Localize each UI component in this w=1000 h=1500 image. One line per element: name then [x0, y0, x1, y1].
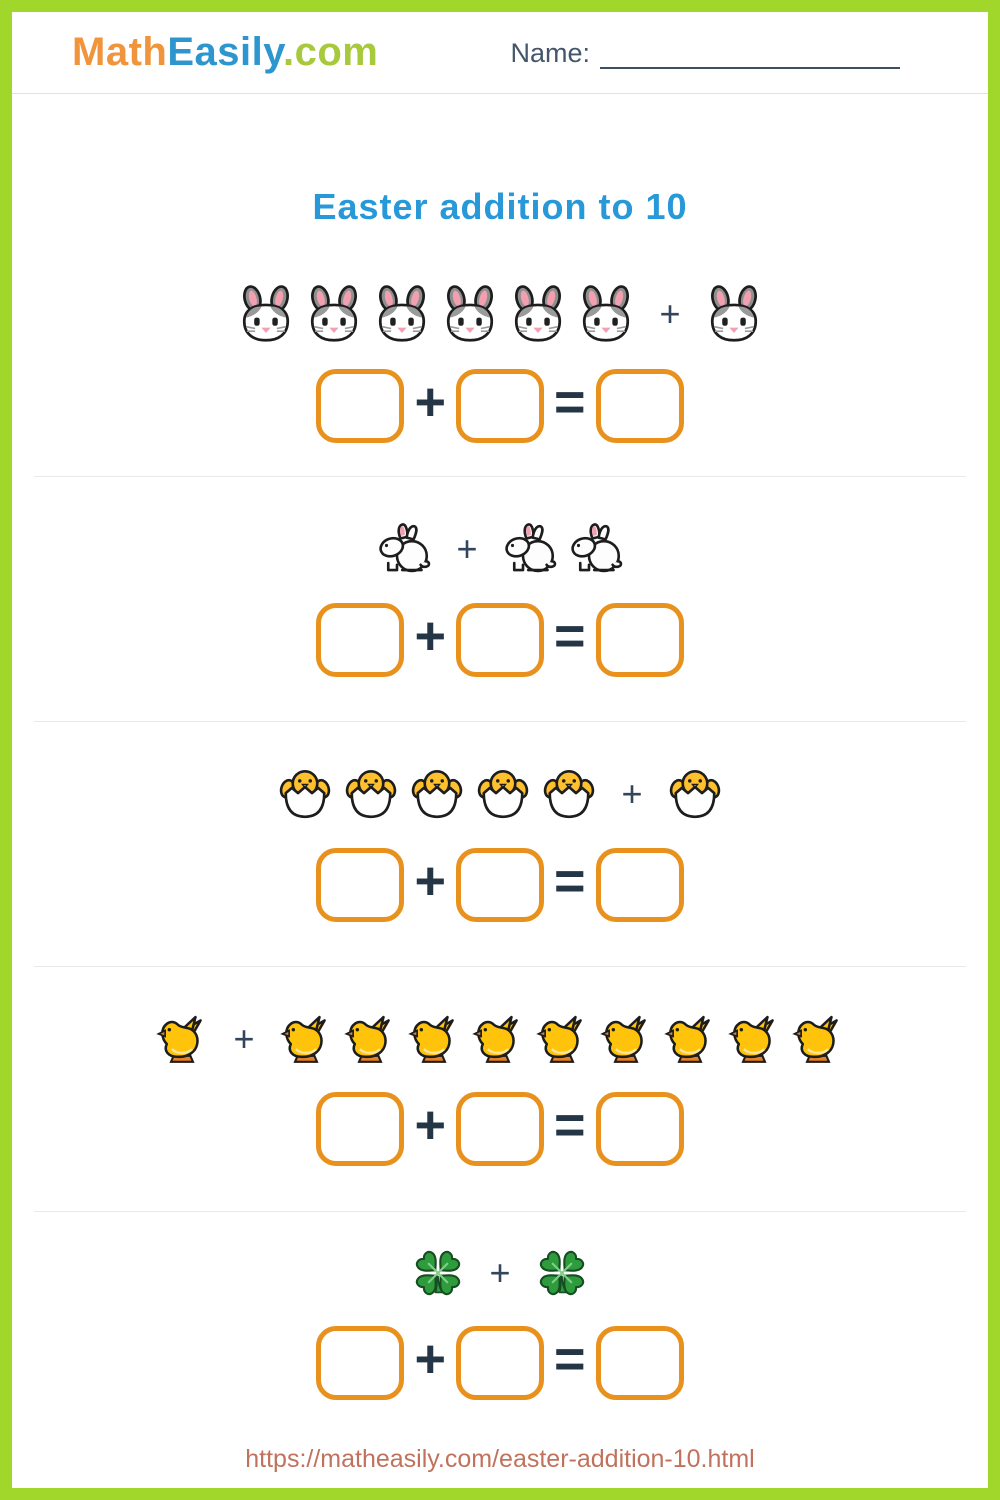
answer-box-addend2[interactable] [456, 1092, 544, 1166]
clover-icon [535, 1246, 589, 1300]
page-title: Easter addition to 10 [312, 186, 688, 227]
baby-chick-icon [663, 1012, 717, 1066]
plus-sign: + [621, 773, 643, 814]
problems: + + = + + = + [12, 252, 988, 1434]
rabbit-face-icon [237, 285, 295, 343]
problem-2: + + = [34, 477, 966, 722]
baby-chick-icon [279, 1012, 333, 1066]
answer-box-addend2[interactable] [456, 603, 544, 677]
answer-box-sum[interactable] [595, 369, 684, 443]
equation-line: + = [316, 369, 684, 443]
problem-4: + + = [34, 967, 966, 1212]
answer-box-sum[interactable] [595, 1326, 684, 1400]
equals-operator: = [554, 851, 586, 911]
hatching-chick-icon [667, 766, 723, 822]
answer-box-sum[interactable] [595, 1092, 684, 1166]
plus-sign: + [659, 293, 681, 334]
emoji-group-left [155, 1012, 209, 1066]
equals-operator: = [554, 1095, 586, 1155]
problem-5: + + = [34, 1212, 966, 1434]
plus-operator: + [414, 372, 446, 432]
emoji-line: + [411, 1246, 588, 1300]
rabbit-face-icon [441, 285, 499, 343]
baby-chick-icon [155, 1012, 209, 1066]
answer-box-sum[interactable] [595, 603, 684, 677]
plus-operator: + [414, 851, 446, 911]
plus-sign: + [489, 1252, 511, 1293]
equation-line: + = [316, 603, 684, 677]
answer-box-addend2[interactable] [456, 369, 544, 443]
rabbit-face-icon [577, 285, 635, 343]
hatching-chick-icon [277, 766, 333, 822]
emoji-line: + [277, 766, 722, 822]
emoji-line: + [155, 1012, 844, 1066]
title-row: Easter addition to 10 [12, 94, 988, 252]
answer-box-addend1[interactable] [316, 369, 405, 443]
emoji-group-left [237, 285, 635, 343]
name-label: Name: [510, 37, 590, 68]
rabbit-icon [376, 521, 432, 577]
logo-part-math: Math [72, 30, 168, 74]
name-input-line[interactable] [600, 37, 900, 69]
plus-sign: + [233, 1018, 255, 1059]
emoji-group-left [277, 766, 597, 822]
baby-chick-icon [471, 1012, 525, 1066]
baby-chick-icon [727, 1012, 781, 1066]
logo-part-easily: Easily [167, 30, 284, 74]
answer-box-sum[interactable] [595, 848, 684, 922]
baby-chick-icon [599, 1012, 653, 1066]
equation-line: + = [316, 1092, 684, 1166]
emoji-line: + [237, 285, 762, 343]
logo-part-com: .com [283, 30, 379, 74]
baby-chick-icon [535, 1012, 589, 1066]
rabbit-icon [502, 521, 558, 577]
emoji-group-right [279, 1012, 845, 1066]
equals-operator: = [554, 372, 586, 432]
hatching-chick-icon [343, 766, 399, 822]
emoji-group-right [667, 766, 723, 822]
answer-box-addend1[interactable] [316, 603, 405, 677]
answer-box-addend2[interactable] [456, 1326, 544, 1400]
plus-operator: + [414, 1329, 446, 1389]
emoji-group-right [535, 1246, 589, 1300]
emoji-group-right [705, 285, 763, 343]
header: MathEasily.com Name: [12, 12, 988, 94]
baby-chick-icon [407, 1012, 461, 1066]
footer: https://matheasily.com/easter-addition-1… [12, 1445, 988, 1488]
plus-sign: + [456, 528, 478, 569]
plus-operator: + [414, 1095, 446, 1155]
equation-line: + = [316, 1326, 684, 1400]
site-logo: MathEasily.com [72, 30, 378, 75]
emoji-group-right [502, 521, 624, 577]
hatching-chick-icon [475, 766, 531, 822]
equals-operator: = [554, 606, 586, 666]
hatching-chick-icon [541, 766, 597, 822]
plus-operator: + [414, 606, 446, 666]
answer-box-addend1[interactable] [316, 1092, 405, 1166]
answer-box-addend2[interactable] [456, 848, 544, 922]
clover-icon [411, 1246, 465, 1300]
emoji-group-left [376, 521, 432, 577]
emoji-line: + [376, 521, 623, 577]
hatching-chick-icon [409, 766, 465, 822]
problem-3: + + = [34, 722, 966, 967]
problem-1: + + = [34, 252, 966, 477]
baby-chick-icon [343, 1012, 397, 1066]
footer-url-link[interactable]: https://matheasily.com/easter-addition-1… [245, 1445, 755, 1473]
answer-box-addend1[interactable] [316, 1326, 405, 1400]
name-area: Name: [510, 37, 900, 69]
emoji-group-left [411, 1246, 465, 1300]
rabbit-icon [568, 521, 624, 577]
equals-operator: = [554, 1329, 586, 1389]
rabbit-face-icon [305, 285, 363, 343]
equation-line: + = [316, 848, 684, 922]
rabbit-face-icon [373, 285, 431, 343]
rabbit-face-icon [705, 285, 763, 343]
baby-chick-icon [791, 1012, 845, 1066]
rabbit-face-icon [509, 285, 567, 343]
answer-box-addend1[interactable] [316, 848, 405, 922]
